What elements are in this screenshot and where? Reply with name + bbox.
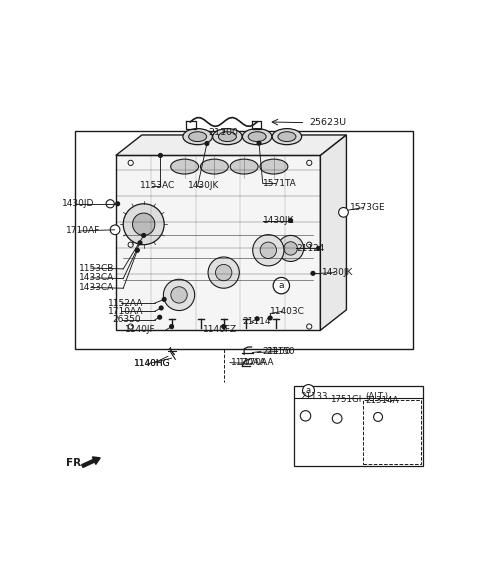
Circle shape — [332, 413, 342, 423]
Circle shape — [338, 207, 348, 217]
Circle shape — [163, 279, 195, 311]
Text: 21314A: 21314A — [366, 397, 399, 405]
Text: 1430JK: 1430JK — [188, 182, 220, 190]
Ellipse shape — [213, 128, 242, 145]
Text: 1140HG: 1140HG — [134, 359, 171, 369]
Circle shape — [116, 202, 120, 206]
Circle shape — [307, 160, 312, 165]
Text: 21150: 21150 — [263, 347, 291, 356]
Circle shape — [311, 272, 315, 275]
Circle shape — [128, 242, 133, 247]
FancyArrow shape — [82, 457, 100, 467]
Circle shape — [106, 200, 114, 208]
Circle shape — [252, 235, 284, 266]
Text: (ALT.): (ALT.) — [365, 392, 388, 401]
Circle shape — [257, 141, 261, 145]
Text: 1430JD: 1430JD — [62, 199, 94, 208]
Circle shape — [135, 248, 139, 252]
Text: 1170AA: 1170AA — [239, 358, 274, 367]
Bar — [75, 131, 413, 349]
Circle shape — [110, 225, 120, 235]
Ellipse shape — [278, 132, 296, 141]
Text: 21100: 21100 — [209, 128, 239, 137]
Ellipse shape — [242, 128, 272, 145]
Circle shape — [373, 412, 383, 422]
Text: 1751GI: 1751GI — [330, 395, 361, 404]
Text: 1430JK: 1430JK — [263, 216, 294, 225]
Circle shape — [128, 324, 133, 329]
Circle shape — [289, 218, 292, 223]
Circle shape — [284, 242, 297, 255]
Circle shape — [158, 154, 162, 157]
Circle shape — [222, 325, 226, 328]
Text: 1430JK: 1430JK — [322, 268, 354, 277]
Circle shape — [208, 257, 240, 288]
Text: a: a — [306, 386, 311, 395]
Text: 1140FZ: 1140FZ — [203, 325, 237, 335]
Circle shape — [138, 241, 142, 245]
Text: 1433CA: 1433CA — [79, 273, 114, 282]
Circle shape — [273, 277, 289, 294]
Circle shape — [277, 235, 304, 262]
Ellipse shape — [189, 132, 207, 141]
Bar — [363, 400, 421, 464]
Text: 1170AA: 1170AA — [231, 358, 266, 367]
Text: 1140HG: 1140HG — [134, 359, 171, 369]
Circle shape — [317, 246, 321, 251]
Circle shape — [260, 242, 276, 259]
Ellipse shape — [201, 159, 228, 174]
Circle shape — [216, 265, 232, 281]
Text: 25623U: 25623U — [309, 118, 347, 127]
Ellipse shape — [248, 132, 266, 141]
Text: 1710AA: 1710AA — [108, 307, 144, 316]
Circle shape — [132, 213, 155, 235]
Circle shape — [123, 204, 164, 245]
Text: 1153AC: 1153AC — [140, 182, 175, 190]
Circle shape — [300, 411, 311, 421]
Text: 1140JF: 1140JF — [125, 325, 156, 335]
Text: 26350: 26350 — [112, 315, 141, 324]
Ellipse shape — [218, 132, 237, 141]
Circle shape — [268, 316, 272, 320]
Text: 21150: 21150 — [266, 347, 295, 356]
Text: a: a — [278, 281, 284, 290]
Text: 21114: 21114 — [242, 317, 271, 326]
Circle shape — [170, 325, 173, 328]
Text: 1153CB: 1153CB — [79, 263, 114, 273]
Ellipse shape — [230, 159, 258, 174]
Text: 21124: 21124 — [296, 244, 324, 253]
Circle shape — [171, 287, 187, 303]
Text: 1571TA: 1571TA — [263, 179, 297, 188]
Circle shape — [302, 385, 314, 397]
Polygon shape — [116, 155, 321, 331]
Ellipse shape — [272, 128, 301, 145]
Circle shape — [162, 297, 166, 301]
Ellipse shape — [260, 159, 288, 174]
Bar — [294, 386, 423, 466]
Text: FR.: FR. — [66, 458, 85, 468]
Circle shape — [307, 324, 312, 329]
Circle shape — [158, 315, 162, 319]
Ellipse shape — [183, 128, 212, 145]
Text: 1710AF: 1710AF — [66, 227, 100, 235]
Circle shape — [142, 234, 145, 237]
Text: 1433CA: 1433CA — [79, 283, 114, 292]
Text: 1152AA: 1152AA — [108, 298, 144, 308]
Text: 11403C: 11403C — [270, 307, 305, 316]
Circle shape — [128, 160, 133, 165]
Text: 1573GE: 1573GE — [350, 203, 386, 212]
Circle shape — [255, 317, 259, 321]
Text: 21133: 21133 — [300, 392, 327, 401]
Ellipse shape — [171, 159, 199, 174]
Circle shape — [307, 242, 312, 247]
Polygon shape — [321, 135, 347, 331]
Circle shape — [159, 306, 163, 310]
Polygon shape — [116, 135, 347, 155]
Circle shape — [205, 142, 209, 145]
